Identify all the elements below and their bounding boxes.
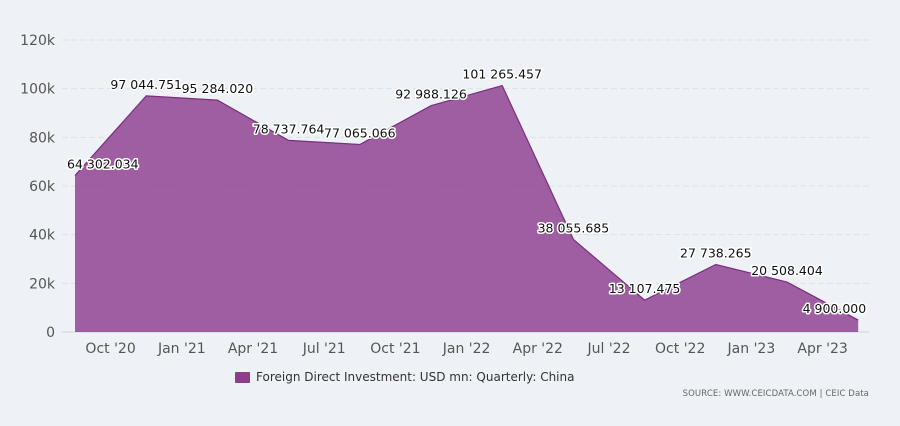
data-label: 92 988.126 (395, 87, 467, 102)
y-tick-label: 40k (29, 228, 56, 244)
series-line (74, 84, 859, 321)
legend-swatch (235, 371, 250, 383)
y-tick-label: 120k (20, 33, 56, 49)
legend[interactable]: Foreign Direct Investment: USD mn: Quart… (235, 370, 574, 384)
data-label: 78 737.764 (253, 121, 325, 136)
data-label: 95 284.020 (182, 81, 254, 96)
legend-label: Foreign Direct Investment: USD mn: Quart… (256, 370, 575, 384)
y-tick-label: 100k (20, 82, 56, 98)
x-axis-ticks: Oct '20 Jan '21 Apr '21 Jul '21 Oct '21 Jan '… (85, 341, 847, 357)
x-tick-label: Jan '21 (157, 341, 206, 357)
x-tick-label: Jul '21 (302, 341, 346, 357)
x-tick-label: Apr '21 (228, 341, 278, 357)
data-labels: 64 302.034 97 044.751 95 284.020 78 737.764… (66, 65, 868, 317)
y-tick-label: 80k (29, 130, 56, 146)
y-tick-label: 60k (29, 179, 56, 195)
x-tick-label: Oct '20 (85, 341, 135, 357)
data-label: 4 900.000 (803, 301, 867, 316)
data-label: 101 265.457 (462, 67, 542, 82)
x-tick-label: Oct '21 (370, 341, 420, 357)
x-tick-label: Apr '23 (797, 341, 847, 357)
source-note: SOURCE: WWW.CEICDATA.COM | CEIC Data (682, 389, 869, 399)
data-label: 64 302.034 (67, 157, 139, 172)
data-label: 20 508.404 (751, 263, 823, 278)
y-axis-ticks: 0 20k 40k 60k 80k 100k 120k (20, 33, 56, 341)
data-label: 13 107.475 (609, 281, 681, 296)
x-tick-label: Jan '23 (727, 341, 776, 357)
x-tick-label: Oct '22 (655, 341, 705, 357)
x-tick-label: Jan '22 (442, 341, 491, 357)
x-tick-label: Apr '22 (513, 341, 563, 357)
y-tick-label: 0 (46, 325, 55, 341)
data-label: 97 044.751 (110, 77, 182, 92)
series-area (74, 84, 859, 332)
data-label: 38 055.685 (538, 220, 610, 235)
series-fill (75, 85, 859, 332)
x-tick-label: Jul '22 (586, 341, 630, 357)
data-label: 27 738.265 (680, 246, 752, 261)
data-label: 77 065.066 (324, 125, 396, 140)
y-tick-label: 20k (29, 276, 56, 292)
